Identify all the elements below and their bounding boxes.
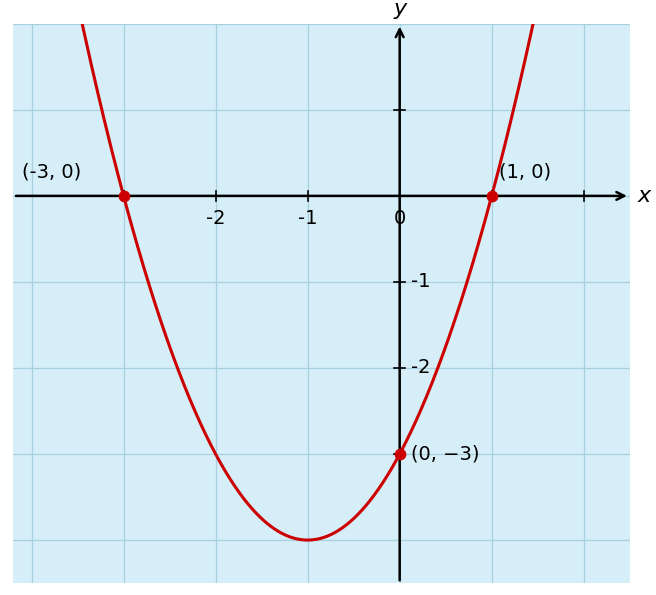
Point [394,449,405,459]
Text: -2: -2 [206,209,226,228]
Text: -1: -1 [411,273,430,292]
Text: 0: 0 [394,209,406,228]
Text: y: y [393,0,406,20]
Text: (1, 0): (1, 0) [499,162,551,181]
Text: -2: -2 [411,358,430,377]
Point [118,191,129,201]
Text: (-3, 0): (-3, 0) [22,162,81,181]
Text: -1: -1 [298,209,318,228]
Point [487,191,497,201]
Text: (0, −3): (0, −3) [411,444,480,464]
Text: x: x [637,186,650,206]
